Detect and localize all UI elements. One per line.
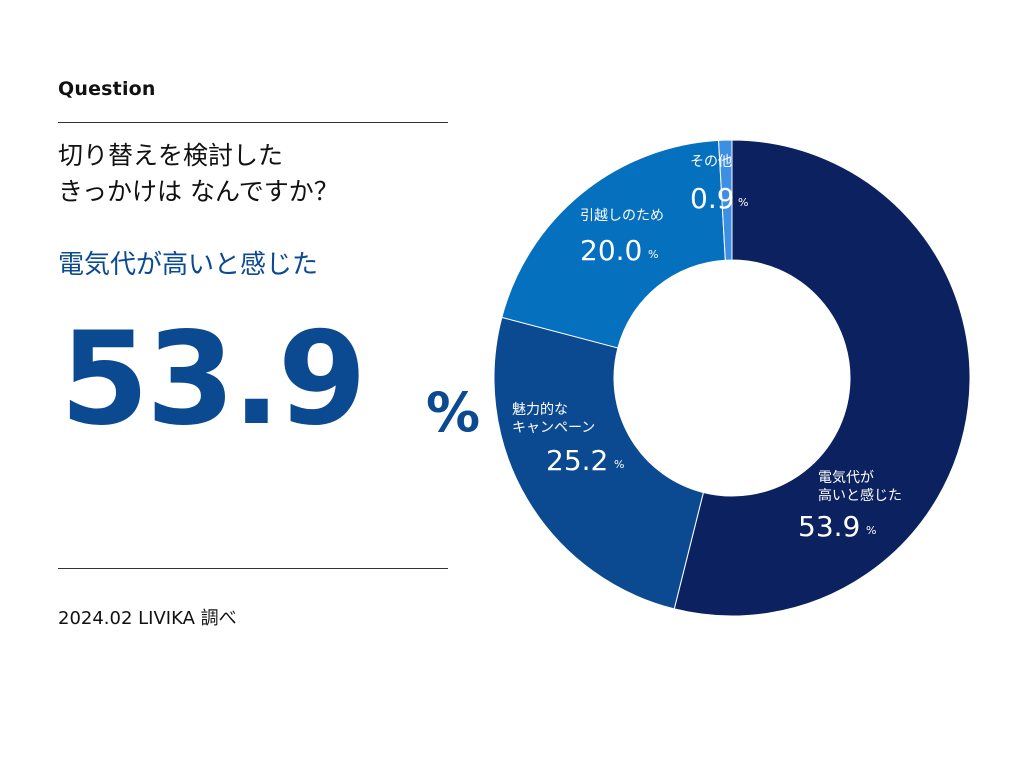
top-divider xyxy=(58,122,448,123)
left-panel: Question 切り替えを検討した きっかけは なんですか？ 電気代が高いと感… xyxy=(58,0,480,768)
question-line-1: 切り替えを検討した xyxy=(58,141,284,170)
slice-value-campaign: 25.2 xyxy=(546,444,608,477)
slice-label-moving: 引越しのため xyxy=(580,208,664,224)
donut-slice-moving xyxy=(501,139,726,349)
donut-slice-campaign xyxy=(493,316,704,610)
highlight-unit: % xyxy=(426,381,481,444)
slice-value-electricity: 53.9 xyxy=(798,510,860,543)
highlight-value: 53.9 xyxy=(60,305,367,454)
source-note: 2024.02 LIVIKA 調べ xyxy=(58,608,237,629)
donut-slice-electricity xyxy=(673,139,971,617)
slice-unit-other: % xyxy=(738,196,748,209)
donut-slice-other xyxy=(718,139,733,261)
slice-label-other: その他 xyxy=(690,154,732,170)
slice-unit-moving: % xyxy=(648,248,658,261)
question-text: 切り替えを検討した きっかけは なんですか？ xyxy=(58,138,339,210)
slice-unit-campaign: % xyxy=(614,458,624,471)
slice-value-moving: 20.0 xyxy=(580,234,642,267)
slice-label-campaign: キャンペーン xyxy=(512,420,595,436)
slice-label-electricity: 電気代が xyxy=(818,470,874,486)
slice-label-electricity: 高いと感じた xyxy=(818,487,902,504)
highlight-label: 電気代が高いと感じた xyxy=(58,250,319,280)
bottom-divider xyxy=(58,568,448,569)
question-label: Question xyxy=(58,78,156,100)
slice-unit-electricity: % xyxy=(866,524,876,537)
question-line-2: きっかけは なんですか？ xyxy=(58,177,339,206)
slice-value-other: 0.9 xyxy=(690,182,735,215)
slice-label-campaign: 魅力的な xyxy=(512,402,568,418)
